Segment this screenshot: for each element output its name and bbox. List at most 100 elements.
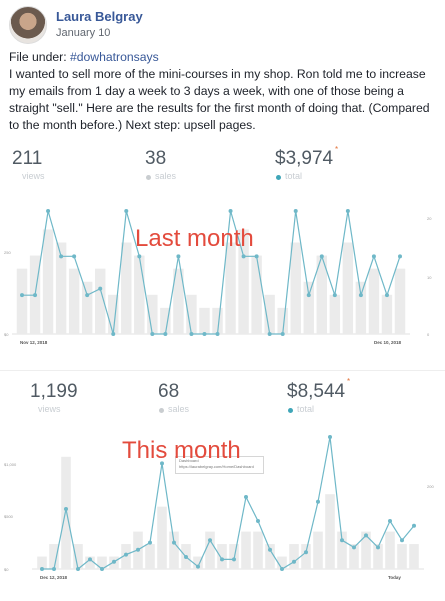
chart-point <box>163 332 168 336</box>
chart-bar <box>289 544 299 569</box>
chart-point <box>100 567 104 571</box>
chart-bar <box>199 307 210 334</box>
chart-point <box>340 538 344 543</box>
chart-bar <box>193 556 203 569</box>
y-right-tick-label: 200 <box>427 484 434 489</box>
chart-bar <box>173 268 184 334</box>
views-label: views <box>22 171 45 181</box>
chart-bar <box>16 268 28 334</box>
x-end-label: Dec 10, 2018 <box>374 340 402 345</box>
chart-bar <box>368 268 380 334</box>
chart-bar <box>134 255 145 334</box>
chart-point <box>400 538 404 543</box>
chart-point <box>267 332 272 336</box>
chart-point <box>88 557 92 562</box>
chart-series-line <box>42 436 415 571</box>
chart-bar <box>349 544 359 569</box>
chart-bar <box>394 268 406 334</box>
chart-point <box>316 499 320 504</box>
post-text-line-1: File under: #dowhatronsays <box>9 49 439 66</box>
chart-bar <box>49 544 59 569</box>
chart-point <box>85 293 90 298</box>
chart-bar <box>342 242 354 334</box>
chart-point <box>306 293 311 298</box>
chart-point <box>220 557 224 562</box>
chart-bar <box>97 556 107 569</box>
total-label: total <box>285 171 303 181</box>
chart-point <box>241 254 246 259</box>
chart-point <box>345 209 350 213</box>
chart-bar <box>264 294 275 334</box>
chart-point <box>376 545 380 550</box>
post-text: File under: #dowhatronsays I wanted to s… <box>9 49 439 134</box>
chart-bar <box>277 556 287 569</box>
y-right-tick-label: 10 <box>427 275 432 280</box>
chart-bar <box>157 506 167 569</box>
y-right-tick-label: 20 <box>427 216 432 221</box>
chart-bar <box>265 544 275 569</box>
chart-point <box>371 254 376 259</box>
chart-bar <box>313 531 323 569</box>
chart-point <box>20 293 24 298</box>
tooltip-url: https://laurabelgray.com/Home/Dashboard <box>179 464 254 469</box>
chart-bar <box>169 531 179 569</box>
hashtag-link[interactable]: #dowhatronsays <box>69 50 159 64</box>
chart-point <box>176 254 181 259</box>
x-start-label: Nov 12, 2018 <box>20 340 48 345</box>
total-dot <box>288 408 293 413</box>
chart-bar <box>361 531 371 569</box>
chart-point <box>112 559 116 564</box>
chart-point <box>40 567 44 571</box>
chart-bar <box>329 294 341 334</box>
chart-point <box>59 254 64 259</box>
chart-point <box>232 557 236 562</box>
post-text-body: I wanted to sell more of the mini-course… <box>9 67 430 132</box>
chart-bar <box>325 494 335 569</box>
y-left-tick-label: $500 <box>4 514 14 519</box>
chart-bar <box>94 268 106 334</box>
chart-point <box>111 332 116 336</box>
chart-point <box>202 332 207 336</box>
total-label: total <box>297 404 315 414</box>
total-value: $3,974 <box>275 148 334 169</box>
chart-point <box>304 550 308 555</box>
author-name[interactable]: Laura Belgray <box>56 9 143 24</box>
chart-point <box>268 547 272 552</box>
sales-label: sales <box>168 404 190 414</box>
chart-point <box>280 567 284 571</box>
chart-bar <box>81 281 93 334</box>
chart-bar <box>355 281 367 334</box>
last-month-overlay: Last month <box>135 225 254 252</box>
this-month-overlay: This month <box>122 437 241 464</box>
post-date[interactable]: January 10 <box>56 27 111 39</box>
chart-point <box>46 209 51 213</box>
chart-point <box>364 533 368 538</box>
y-right-tick-label: 0 <box>427 332 430 337</box>
sales-label: sales <box>155 171 177 181</box>
chart-point <box>98 286 103 291</box>
chart-bar <box>217 544 227 569</box>
tooltip-title: Dashboard <box>179 458 199 463</box>
chart-bar <box>303 281 314 334</box>
chart-bar <box>121 242 132 334</box>
avatar[interactable] <box>9 6 47 44</box>
chart-bar <box>337 531 347 569</box>
chart-bar <box>73 544 83 569</box>
y-left-tick-label: $0 <box>4 567 9 572</box>
chart-point <box>292 559 296 564</box>
chart-point <box>160 461 164 466</box>
chart-bar <box>108 294 119 334</box>
chart-bar <box>68 268 80 334</box>
chart-bar <box>241 531 251 569</box>
chart-point <box>150 332 155 336</box>
chart-point <box>332 293 337 298</box>
chart-bar <box>301 544 311 569</box>
chart-point <box>33 293 38 298</box>
browser-tooltip: Dashboard https://laurabelgray.com/Home/… <box>175 456 264 474</box>
chart-point <box>172 540 176 545</box>
y-left-tick-label: $1,000 <box>4 462 17 467</box>
chart-point <box>184 555 188 559</box>
chart-bar <box>409 544 419 569</box>
sales-dot <box>159 408 164 413</box>
views-label: views <box>38 404 61 414</box>
